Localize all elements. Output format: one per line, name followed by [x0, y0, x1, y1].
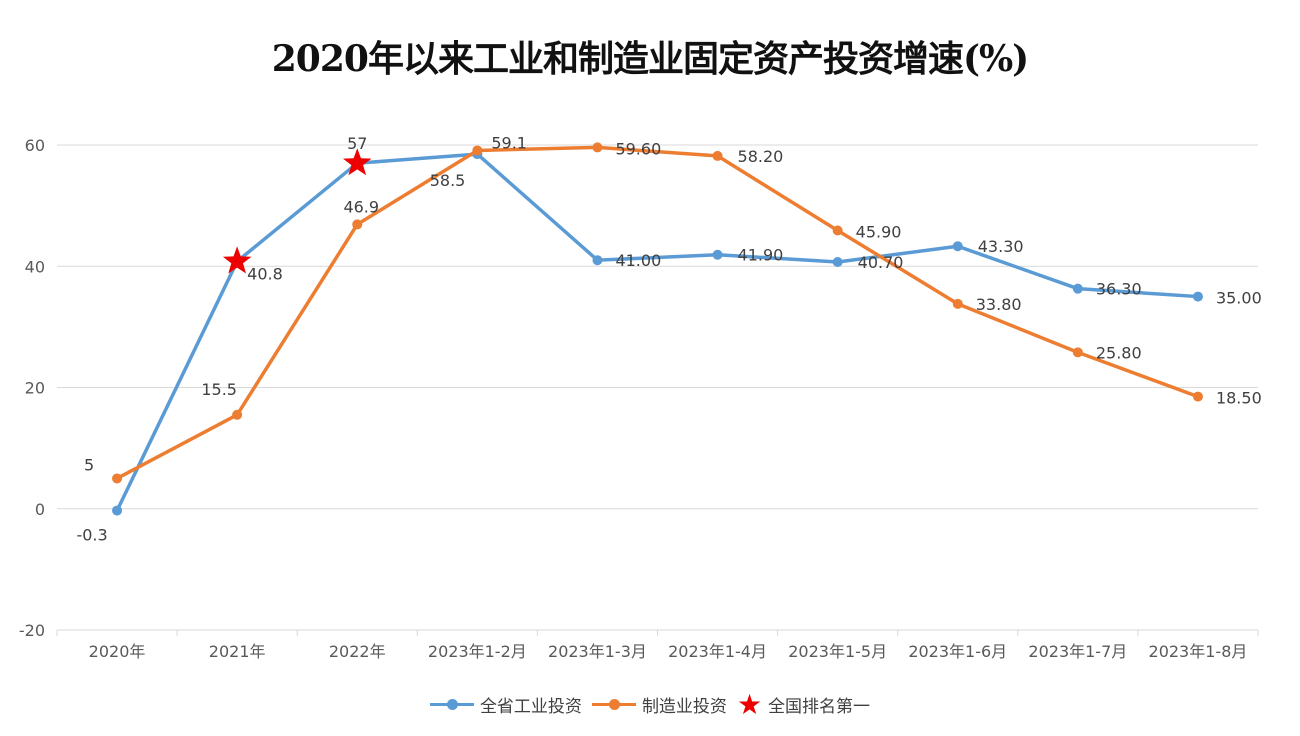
series-line-1: [115, 152, 1199, 512]
data-label: -0.3: [76, 526, 107, 545]
series-1-point: [832, 257, 843, 268]
data-label: 58.20: [738, 147, 784, 166]
star-marker: [343, 148, 372, 176]
legend-label-rank-first: 全国排名第一: [768, 697, 871, 717]
y-tick-label: -20: [19, 621, 45, 640]
x-tick-label: 2023年1-4月: [668, 642, 767, 661]
data-label: 5: [84, 455, 94, 474]
series-2-point: [1072, 347, 1083, 358]
label-layer: -0.3 40.8 57 58.5 41.00 41.90 40.70 43.30 36.30 3…: [76, 133, 1261, 544]
series-line-2: [116, 145, 1199, 480]
series-2-point: [592, 142, 603, 153]
series-2-point: [952, 298, 963, 309]
series-2-point: [1192, 391, 1203, 402]
data-label: 36.30: [1096, 280, 1142, 299]
series-layer: [112, 142, 1203, 516]
legend-item-industry[interactable]: 全省工业投资: [429, 692, 582, 717]
star-marker: [222, 246, 252, 274]
data-label: 57: [347, 134, 367, 153]
series-1-point: [1192, 291, 1203, 302]
series-1-point: [1072, 283, 1083, 294]
chart-title: 2020年以来工业和制造业固定资产投资增速(%): [271, 38, 1029, 80]
series-2-point: [832, 225, 843, 236]
legend-item-rank-first[interactable]: ★ 全国排名第一: [736, 687, 871, 721]
legend-label-manufacturing: 制造业投资: [641, 697, 727, 717]
star-icon: ★: [736, 687, 763, 721]
y-tick-label: 0: [35, 500, 45, 519]
data-label: 33.80: [976, 295, 1022, 314]
grid-layer: [57, 144, 1258, 631]
data-label: 45.90: [856, 222, 902, 241]
x-tick-label: 2021年: [209, 642, 266, 661]
data-label: 59.60: [615, 139, 661, 158]
data-label: 40.70: [858, 253, 904, 272]
data-label: 35.00: [1216, 289, 1262, 308]
marker-layer: [222, 148, 372, 274]
y-tick-label: 60: [25, 136, 45, 155]
data-label: 46.9: [343, 197, 379, 216]
x-tick-label: 2020年: [89, 642, 146, 661]
x-tick-label: 2023年1-6月: [908, 642, 1007, 661]
x-tick-label: 2023年1-2月: [428, 642, 527, 661]
series-1-point: [592, 255, 603, 266]
data-label: 25.80: [1096, 343, 1142, 362]
series-2-point: [232, 409, 243, 420]
series-1-point: [712, 249, 723, 260]
data-label: 40.8: [247, 264, 283, 283]
data-label: 59.1: [491, 133, 527, 152]
series-2-point: [472, 145, 483, 156]
x-tick-label: 2023年1-7月: [1028, 642, 1127, 661]
data-label: 41.00: [615, 251, 661, 270]
data-label: 41.90: [738, 246, 784, 265]
data-label: 43.30: [978, 237, 1024, 256]
x-tick-label: 2023年1-8月: [1149, 642, 1248, 661]
series-2-point: [352, 219, 363, 230]
x-tick-label: 2022年: [329, 642, 386, 661]
legend-item-manufacturing[interactable]: 制造业投资: [591, 692, 727, 717]
series-2-point: [112, 473, 123, 484]
legend-swatch-industry: [429, 699, 474, 710]
x-tick-label: 2023年1-3月: [548, 642, 647, 661]
series-1-point: [112, 505, 123, 516]
axis-layer: -20 0 20 40 60 2020年 2021年 2022年 2023年1-2月 2023年1…: [19, 136, 1259, 661]
line-chart: -20 0 20 40 60 2020年 2021年 2022年 2023年1-2月 2023年1…: [19, 133, 1262, 661]
data-label: 15.5: [201, 380, 237, 399]
y-tick-label: 40: [25, 257, 45, 276]
y-tick-label: 20: [25, 379, 45, 398]
series-1-point: [952, 241, 963, 252]
legend: 全省工业投资 制造业投资 ★ 全国排名第一: [0, 687, 1300, 721]
series-2-point: [712, 150, 723, 161]
data-label: 58.5: [430, 171, 466, 190]
legend-label-industry: 全省工业投资: [479, 697, 582, 717]
x-tick-label: 2023年1-5月: [788, 642, 887, 661]
data-label: 18.50: [1216, 389, 1262, 408]
legend-swatch-manufacturing: [591, 699, 636, 710]
